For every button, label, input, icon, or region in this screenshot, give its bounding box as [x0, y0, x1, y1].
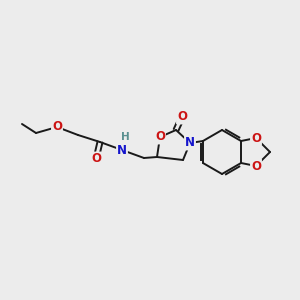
- Text: H: H: [121, 132, 129, 142]
- Text: N: N: [185, 136, 195, 149]
- Text: N: N: [117, 143, 127, 157]
- Text: O: O: [251, 131, 261, 145]
- Text: O: O: [155, 130, 165, 143]
- Text: O: O: [91, 152, 101, 166]
- Text: O: O: [177, 110, 187, 124]
- Text: O: O: [251, 160, 261, 172]
- Text: O: O: [52, 121, 62, 134]
